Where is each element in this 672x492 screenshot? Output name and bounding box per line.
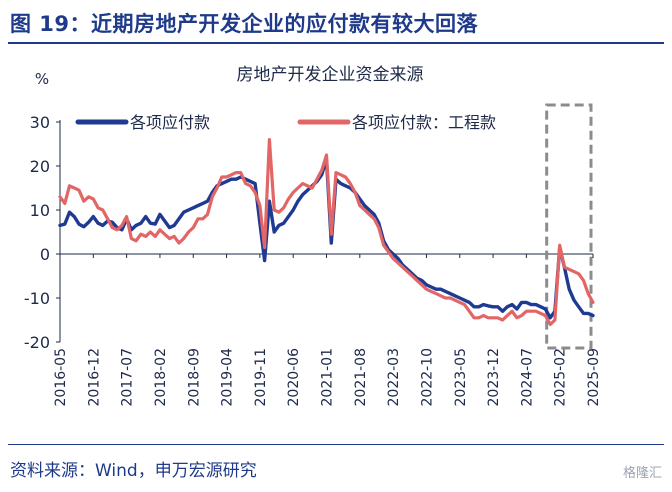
watermark-logo: 格隆汇 <box>622 466 662 481</box>
source-divider <box>8 444 664 445</box>
chart-title: 房地产开发企业资金来源 <box>237 65 424 85</box>
y-tick-label: 0 <box>40 245 50 264</box>
x-tick-label: 2020-06 <box>286 348 302 407</box>
x-axis: 2016-05 2016-12 2017-07 2018-02 2018-09 2019-… <box>53 253 602 407</box>
x-tick-label: 2022-03 <box>386 348 402 407</box>
x-tick-label: 2024-07 <box>519 348 535 407</box>
x-tick-label: 2021-08 <box>353 348 369 407</box>
highlight-box <box>545 103 593 350</box>
x-tick-label: 2016-05 <box>53 348 69 407</box>
y-axis: -20 -10 0 10 20 30 <box>24 113 61 352</box>
x-tick-label: 2018-02 <box>153 348 169 407</box>
source-note: 资料来源：Wind，申万宏源研究 <box>10 461 257 481</box>
x-tick-label: 2017-07 <box>120 348 136 407</box>
x-tick-label: 2025-02 <box>553 348 569 407</box>
x-tick-label: 2023-12 <box>486 348 502 407</box>
x-tick-label: 2021-01 <box>320 348 336 407</box>
y-tick-label: 10 <box>30 201 50 220</box>
x-tick-label: 2018-09 <box>186 348 202 407</box>
x-tick-label: 2019-04 <box>220 348 236 407</box>
x-tick-label: 2019-11 <box>253 348 269 407</box>
series-line-2 <box>58 138 595 326</box>
x-tick-label: 2025-09 <box>586 348 602 407</box>
legend-label-1: 各项应付款 <box>130 113 210 132</box>
y-tick-label: -10 <box>24 289 50 308</box>
series-line-1 <box>58 157 595 320</box>
x-tick-label: 2023-05 <box>453 348 469 407</box>
x-tick-label: 2022-10 <box>419 348 435 407</box>
highlight-dashed-rect <box>545 103 593 350</box>
y-axis-unit: % <box>35 70 49 88</box>
x-tick-label: 2016-12 <box>86 348 102 407</box>
line-chart: 房地产开发企业资金来源 % 各项应付款 各项应付款：工程款 -20 -10 0 10 20… <box>24 65 602 407</box>
y-tick-label: -20 <box>24 333 50 352</box>
figure-title: 图 19：近期房地产开发企业的应付款有较大回落 <box>10 12 479 36</box>
y-tick-label: 20 <box>30 157 50 176</box>
legend: 各项应付款 各项应付款：工程款 <box>75 113 496 132</box>
series-layer <box>58 138 595 326</box>
title-divider <box>8 42 664 44</box>
y-tick-label: 30 <box>30 113 50 132</box>
legend-label-2: 各项应付款：工程款 <box>352 113 496 132</box>
